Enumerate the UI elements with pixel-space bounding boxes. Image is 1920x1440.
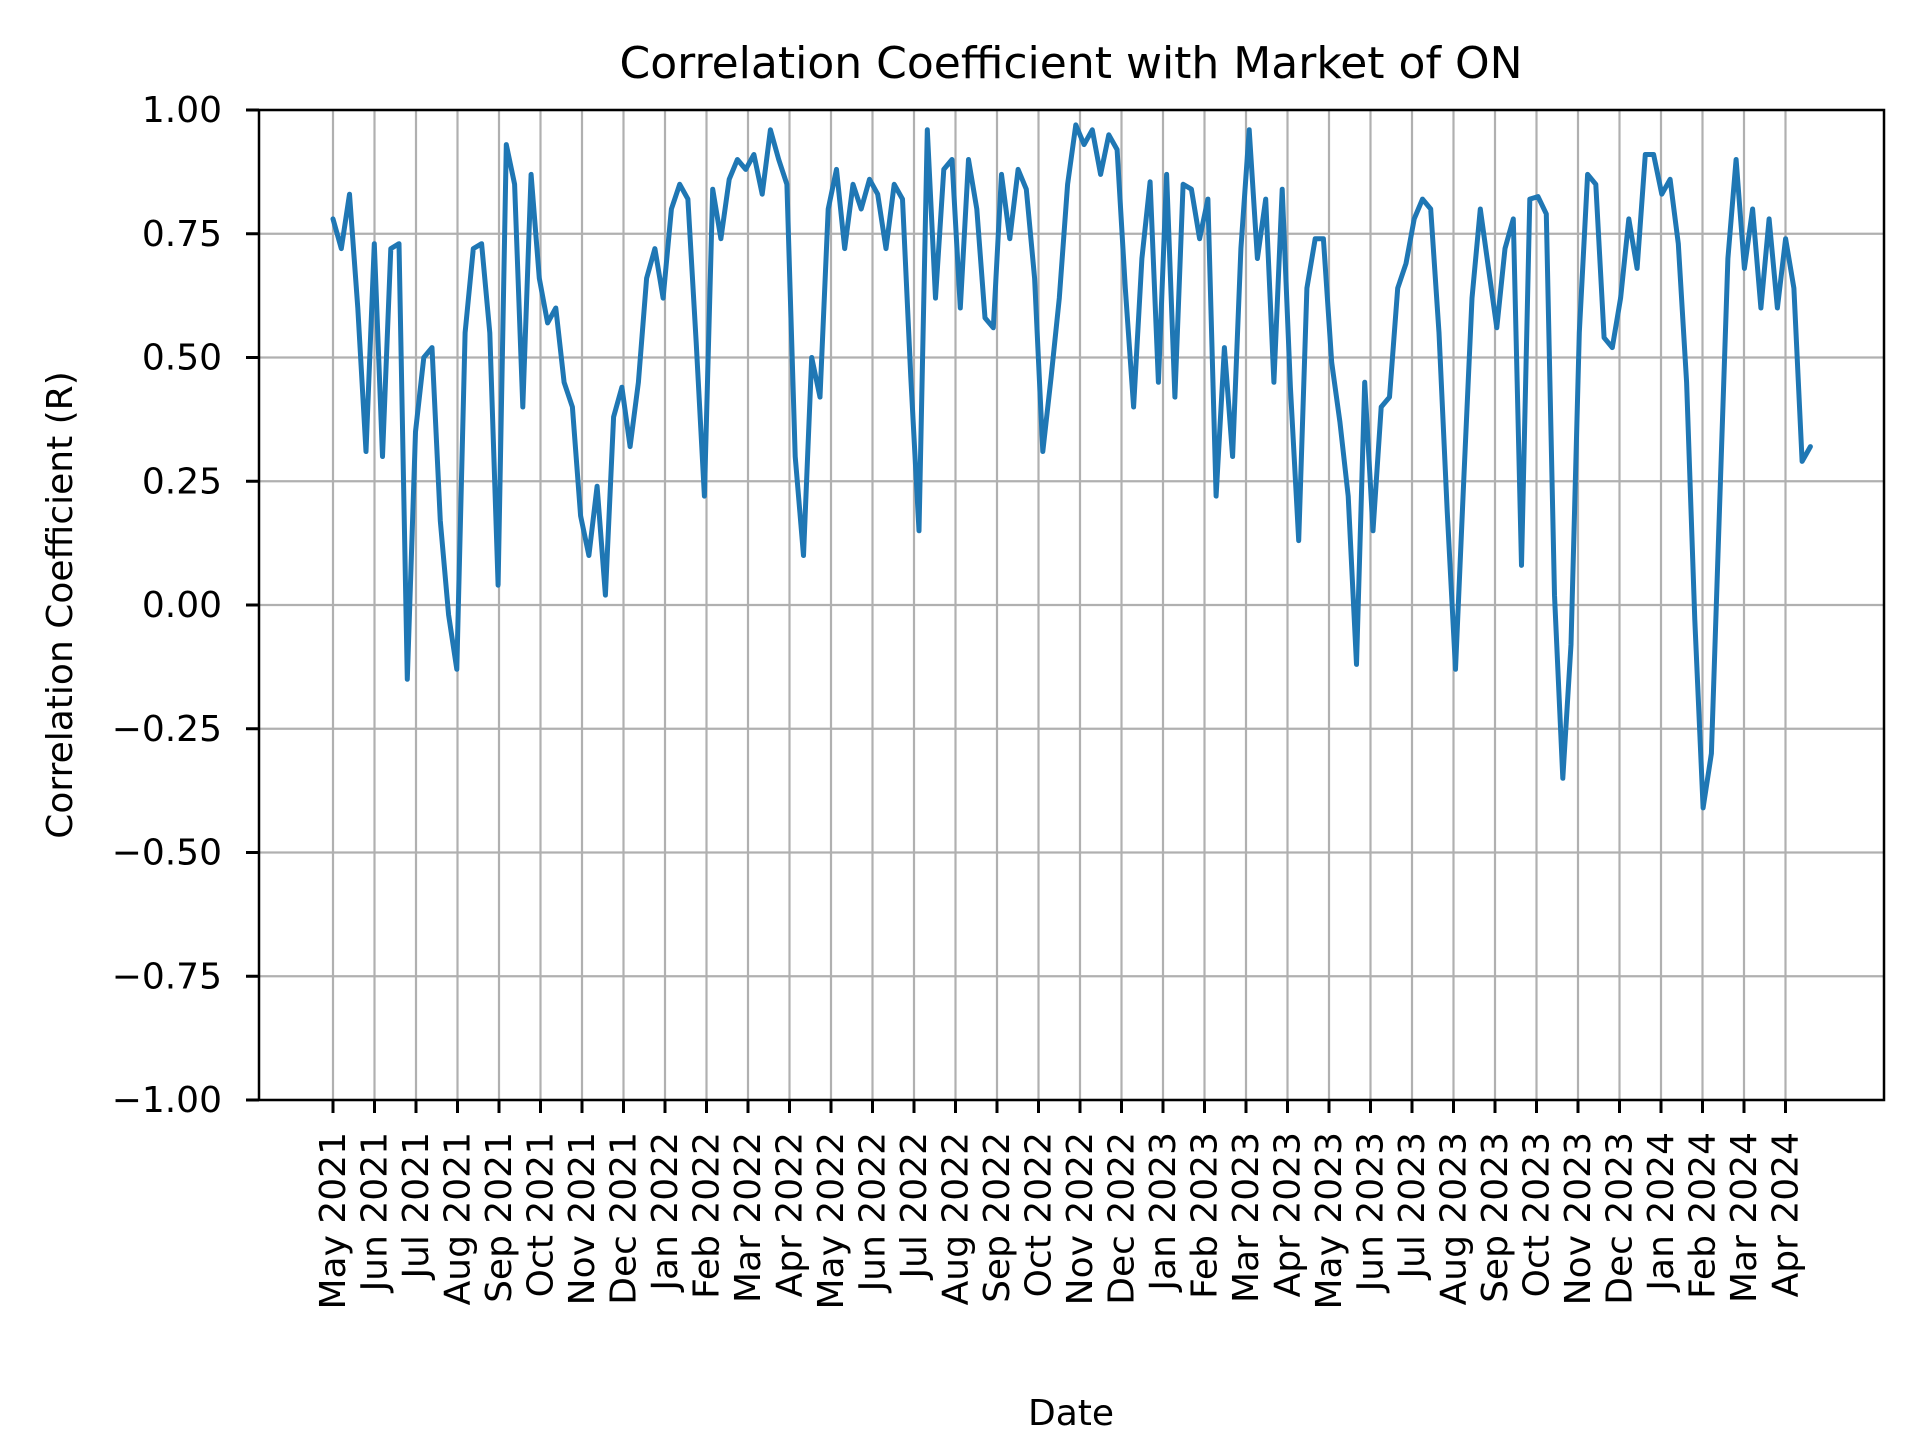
y-tick-label: −0.50 <box>112 833 222 874</box>
x-tick-label: Dec 2023 <box>1600 1132 1641 1305</box>
x-tick-label: Mar 2023 <box>1226 1132 1267 1303</box>
x-tick-label: Jan 2023 <box>1143 1132 1184 1293</box>
y-tick-label: 0.25 <box>142 461 222 502</box>
x-tick-label: May 2022 <box>811 1132 852 1310</box>
x-tick-label: May 2023 <box>1309 1132 1350 1310</box>
x-tick-label: Oct 2022 <box>1019 1132 1060 1297</box>
y-tick-label: −0.25 <box>112 709 222 750</box>
x-tick-label: Jun 2023 <box>1351 1132 1392 1293</box>
x-tick-label: Aug 2022 <box>936 1132 977 1305</box>
x-tick-label: Mar 2024 <box>1724 1132 1765 1303</box>
x-tick-label: Jun 2021 <box>355 1132 396 1293</box>
x-tick-label: Sep 2022 <box>977 1132 1018 1303</box>
x-tick-label: Oct 2023 <box>1517 1132 1558 1297</box>
x-tick-label: Oct 2021 <box>521 1132 562 1297</box>
x-tick-label: Jul 2022 <box>894 1132 935 1281</box>
x-tick-label: Jul 2023 <box>1392 1132 1433 1281</box>
x-tick-label: Aug 2021 <box>438 1132 479 1305</box>
x-axis-label: Date <box>1028 1393 1114 1434</box>
x-tick-label: Jan 2024 <box>1641 1132 1682 1293</box>
x-tick-label: Apr 2023 <box>1268 1132 1309 1297</box>
y-tick-label: 0.75 <box>142 214 222 255</box>
x-tick-label: Dec 2021 <box>604 1132 645 1305</box>
plot-border <box>257 108 1886 1102</box>
chart-title: Correlation Coefficient with Market of O… <box>620 38 1523 89</box>
axis-ticks <box>246 108 1787 1113</box>
x-tick-label: Apr 2024 <box>1766 1132 1807 1297</box>
correlation-line <box>330 122 1813 811</box>
x-tick-label: May 2021 <box>313 1132 354 1310</box>
x-tick-label: Sep 2023 <box>1475 1132 1516 1303</box>
x-tick-label: Apr 2022 <box>770 1132 811 1297</box>
x-tick-label: Sep 2021 <box>479 1132 520 1303</box>
y-tick-label: −1.00 <box>112 1080 222 1121</box>
x-tick-label: Mar 2022 <box>728 1132 769 1303</box>
x-tick-label: Nov 2021 <box>562 1132 603 1305</box>
y-axis-label: Correlation Coefficient (R) <box>40 371 81 839</box>
x-tick-label: Feb 2022 <box>687 1132 728 1299</box>
x-tick-label: Aug 2023 <box>1434 1132 1475 1305</box>
x-tick-label: Jul 2021 <box>396 1132 437 1281</box>
y-tick-label: −0.75 <box>112 956 222 997</box>
x-tick-label: Jan 2022 <box>645 1132 686 1293</box>
x-tick-label: Nov 2022 <box>1060 1132 1101 1305</box>
y-tick-label: 0.50 <box>142 338 222 379</box>
x-tick-label: Nov 2023 <box>1558 1132 1599 1305</box>
y-tick-label: 0.00 <box>142 585 222 626</box>
x-tick-label: Jun 2022 <box>853 1132 894 1293</box>
x-tick-label: Feb 2023 <box>1185 1132 1226 1299</box>
y-tick-labels: 1.00 0.75 0.50 0.25 0.00 −0.25 −0.50 −0.75 −1.00 <box>112 90 222 1121</box>
x-tick-labels: May 2021 Jun 2021 Jul 2021 Aug 2021 Sep 2021… <box>313 1132 1807 1310</box>
x-tick-label: Dec 2022 <box>1102 1132 1143 1305</box>
x-tick-label: Feb 2024 <box>1683 1132 1724 1299</box>
y-tick-label: 1.00 <box>142 90 222 131</box>
